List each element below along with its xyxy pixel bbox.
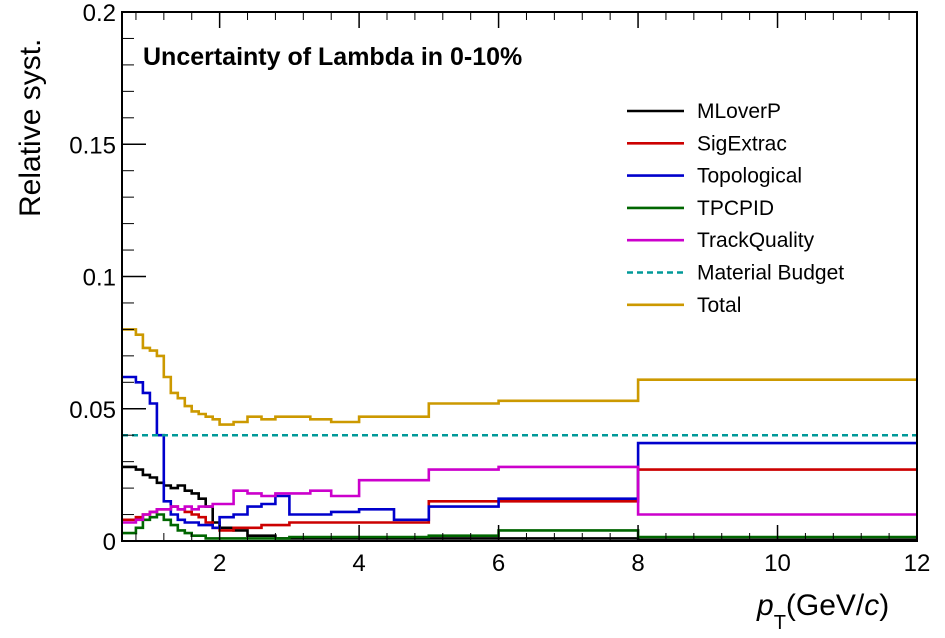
- legend-entry: MLoverP: [697, 100, 781, 123]
- axis-ticks: [122, 11, 918, 542]
- x-axis-title: pT(GeV/c): [756, 589, 889, 634]
- series-line-mloverp: [122, 465, 917, 541]
- series-line-total: [122, 328, 917, 426]
- x-tick-label: 12: [904, 550, 931, 577]
- y-tick-label: 0.05: [69, 397, 116, 424]
- series-line-trackquality: [122, 465, 917, 524]
- y-tick-label: 0.1: [83, 265, 116, 292]
- legend-entry: Material Budget: [697, 262, 844, 285]
- y-tick-label: 0: [103, 529, 116, 556]
- series-line-tpcpid: [122, 513, 917, 540]
- x-tick-label: 8: [631, 550, 644, 577]
- x-axis-title-unit-var: c: [864, 589, 879, 622]
- y-tick-label: 0.15: [69, 132, 116, 159]
- x-axis-title-main: p: [756, 589, 774, 622]
- x-axis-title-unit-close: ): [879, 589, 889, 622]
- x-axis-title-sub: T: [774, 612, 786, 634]
- legend-entry: SigExtrac: [697, 132, 787, 155]
- svg-text:pT(GeV/c): pT(GeV/c): [756, 589, 889, 634]
- legend-entry: Total: [697, 294, 741, 317]
- tick-labels: 2 4 6 8 10 12 0 0.05 0.1 0.15 0.2: [69, 0, 930, 577]
- x-tick-label: 10: [764, 550, 791, 577]
- chart-title: Uncertainty of Lambda in 0-10%: [143, 43, 522, 71]
- legend: MLoverP SigExtrac Topological TPCPID TrackQu…: [627, 100, 844, 317]
- x-tick-label: 4: [352, 550, 365, 577]
- x-axis-title-unit-open: (GeV/: [786, 589, 865, 622]
- legend-entry: Topological: [697, 165, 802, 188]
- legend-entry: TrackQuality: [697, 229, 815, 252]
- plot-lines: [122, 328, 917, 541]
- y-axis-title: Relative syst.: [14, 39, 47, 217]
- legend-entry: TPCPID: [697, 197, 774, 220]
- x-tick-label: 6: [492, 550, 505, 577]
- x-tick-label: 2: [213, 550, 226, 577]
- y-tick-label: 0.2: [83, 0, 116, 27]
